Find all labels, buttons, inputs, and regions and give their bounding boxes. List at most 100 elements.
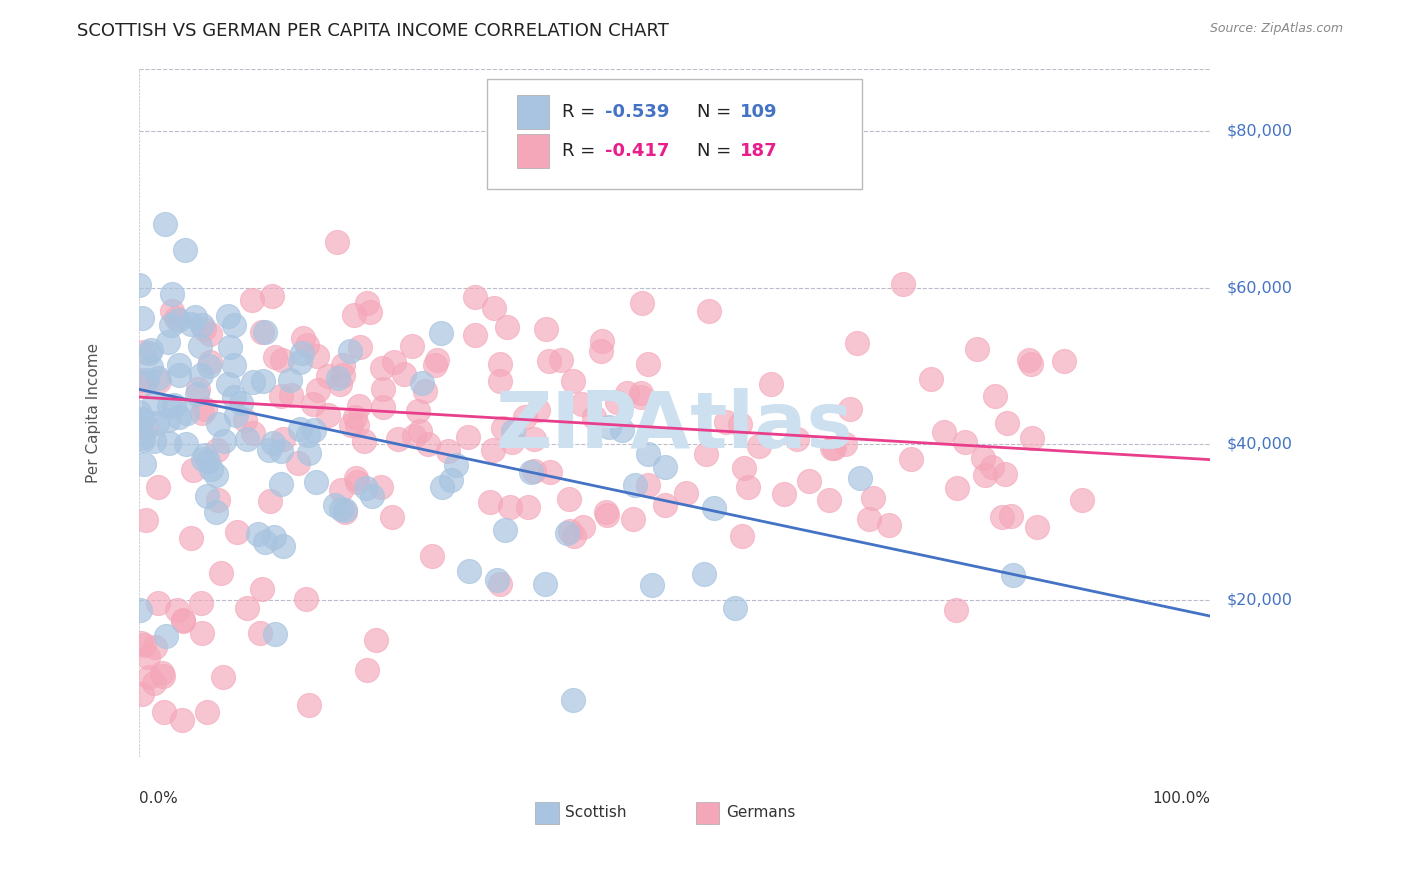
Point (197, 453, 219, 467)
Point (1070, 493, 1092, 508)
Point (226, 524, 249, 539)
Point (294, 591, 316, 606)
Point (152, 705, 174, 719)
Point (233, 413, 256, 427)
Point (132, 434, 155, 448)
Point (143, 640, 166, 654)
Point (132, 345, 155, 359)
Point (637, 447, 659, 461)
Point (290, 355, 312, 369)
Point (165, 311, 187, 326)
Point (329, 377, 352, 392)
Point (654, 459, 676, 474)
Point (371, 382, 394, 396)
Point (218, 340, 240, 354)
Point (356, 295, 378, 310)
Point (135, 421, 157, 435)
Text: Source: ZipAtlas.com: Source: ZipAtlas.com (1209, 22, 1343, 36)
Point (737, 480, 759, 494)
Point (349, 340, 371, 354)
Point (413, 384, 436, 398)
Point (370, 480, 392, 494)
Point (254, 325, 277, 339)
Point (143, 676, 166, 690)
Text: -0.417: -0.417 (605, 142, 669, 161)
Point (482, 442, 505, 457)
Point (142, 396, 165, 410)
Point (560, 524, 582, 538)
Point (263, 627, 285, 641)
Point (316, 408, 339, 422)
Point (157, 399, 180, 413)
Point (773, 487, 796, 501)
Point (641, 578, 664, 592)
Point (697, 304, 720, 318)
Point (191, 318, 214, 332)
Point (966, 342, 988, 356)
Point (176, 406, 198, 420)
Point (538, 466, 561, 480)
Point (304, 423, 326, 437)
Point (346, 475, 368, 490)
Point (995, 416, 1018, 430)
Text: Per Capita Income: Per Capita Income (86, 343, 101, 483)
Point (190, 596, 212, 610)
Text: Germans: Germans (725, 805, 796, 820)
Point (170, 713, 193, 727)
Point (630, 386, 652, 401)
FancyBboxPatch shape (536, 802, 558, 823)
Point (259, 442, 281, 457)
Point (173, 244, 195, 258)
Point (538, 353, 561, 368)
Point (316, 368, 339, 383)
Point (1018, 353, 1040, 368)
Point (972, 450, 994, 465)
Point (136, 649, 159, 664)
Point (174, 436, 197, 450)
Point (180, 531, 202, 545)
Point (464, 290, 486, 304)
Point (188, 338, 211, 352)
Point (172, 613, 194, 627)
Point (440, 473, 463, 487)
Point (169, 409, 191, 424)
Point (693, 567, 716, 582)
Point (499, 500, 522, 514)
Point (748, 439, 770, 453)
Point (333, 503, 356, 517)
Point (402, 428, 425, 442)
Point (180, 317, 202, 331)
Point (1001, 568, 1024, 582)
Point (250, 326, 273, 340)
Point (834, 436, 856, 450)
Point (323, 498, 346, 512)
Point (945, 603, 967, 617)
Point (523, 465, 546, 479)
Point (728, 417, 751, 432)
Point (596, 508, 619, 522)
Point (278, 373, 301, 387)
Point (1000, 509, 1022, 524)
Point (353, 434, 375, 449)
Text: 100.0%: 100.0% (1152, 791, 1211, 806)
Point (733, 460, 755, 475)
Point (129, 636, 152, 650)
Point (356, 663, 378, 677)
Text: R =: R = (562, 103, 600, 121)
Point (409, 425, 432, 439)
Point (138, 670, 160, 684)
FancyBboxPatch shape (517, 95, 548, 129)
Point (134, 638, 156, 652)
Point (214, 434, 236, 448)
Point (761, 376, 783, 391)
Text: ZIPAtlas: ZIPAtlas (495, 388, 853, 465)
Point (225, 408, 247, 422)
Point (392, 367, 415, 381)
Point (191, 405, 214, 419)
Point (252, 374, 274, 388)
Text: N =: N = (697, 142, 737, 161)
Point (197, 489, 219, 503)
Point (1053, 354, 1076, 368)
Point (162, 398, 184, 412)
Point (1025, 519, 1047, 533)
